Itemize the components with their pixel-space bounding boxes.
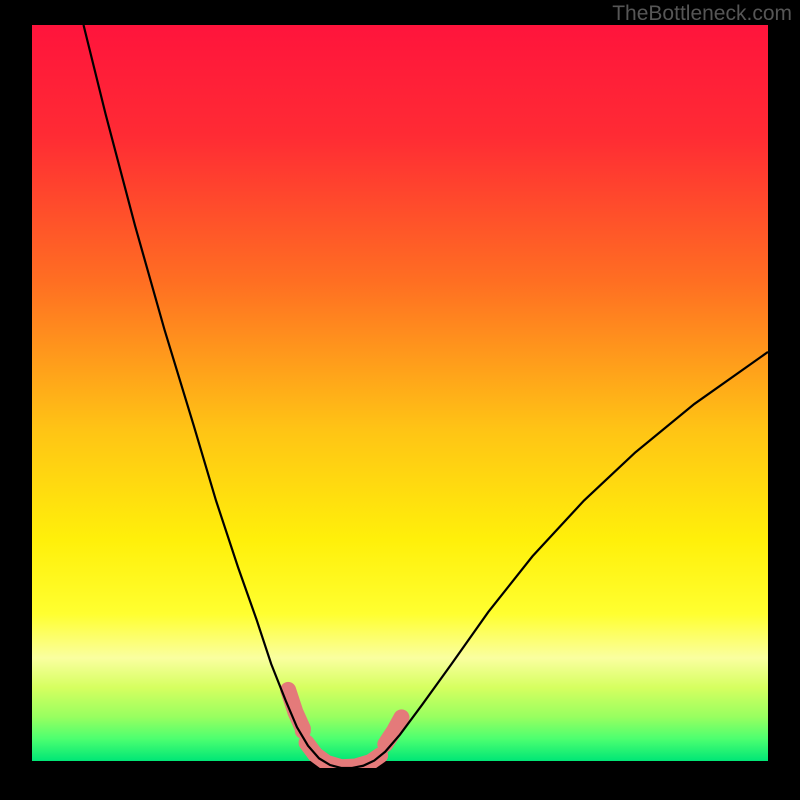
outer-frame: TheBottleneck.com [0,0,800,800]
highlight-markers [288,690,401,767]
curve-layer [32,25,768,768]
bottleneck-curve [84,25,768,768]
watermark-text: TheBottleneck.com [612,2,792,26]
plot-area [32,25,768,768]
